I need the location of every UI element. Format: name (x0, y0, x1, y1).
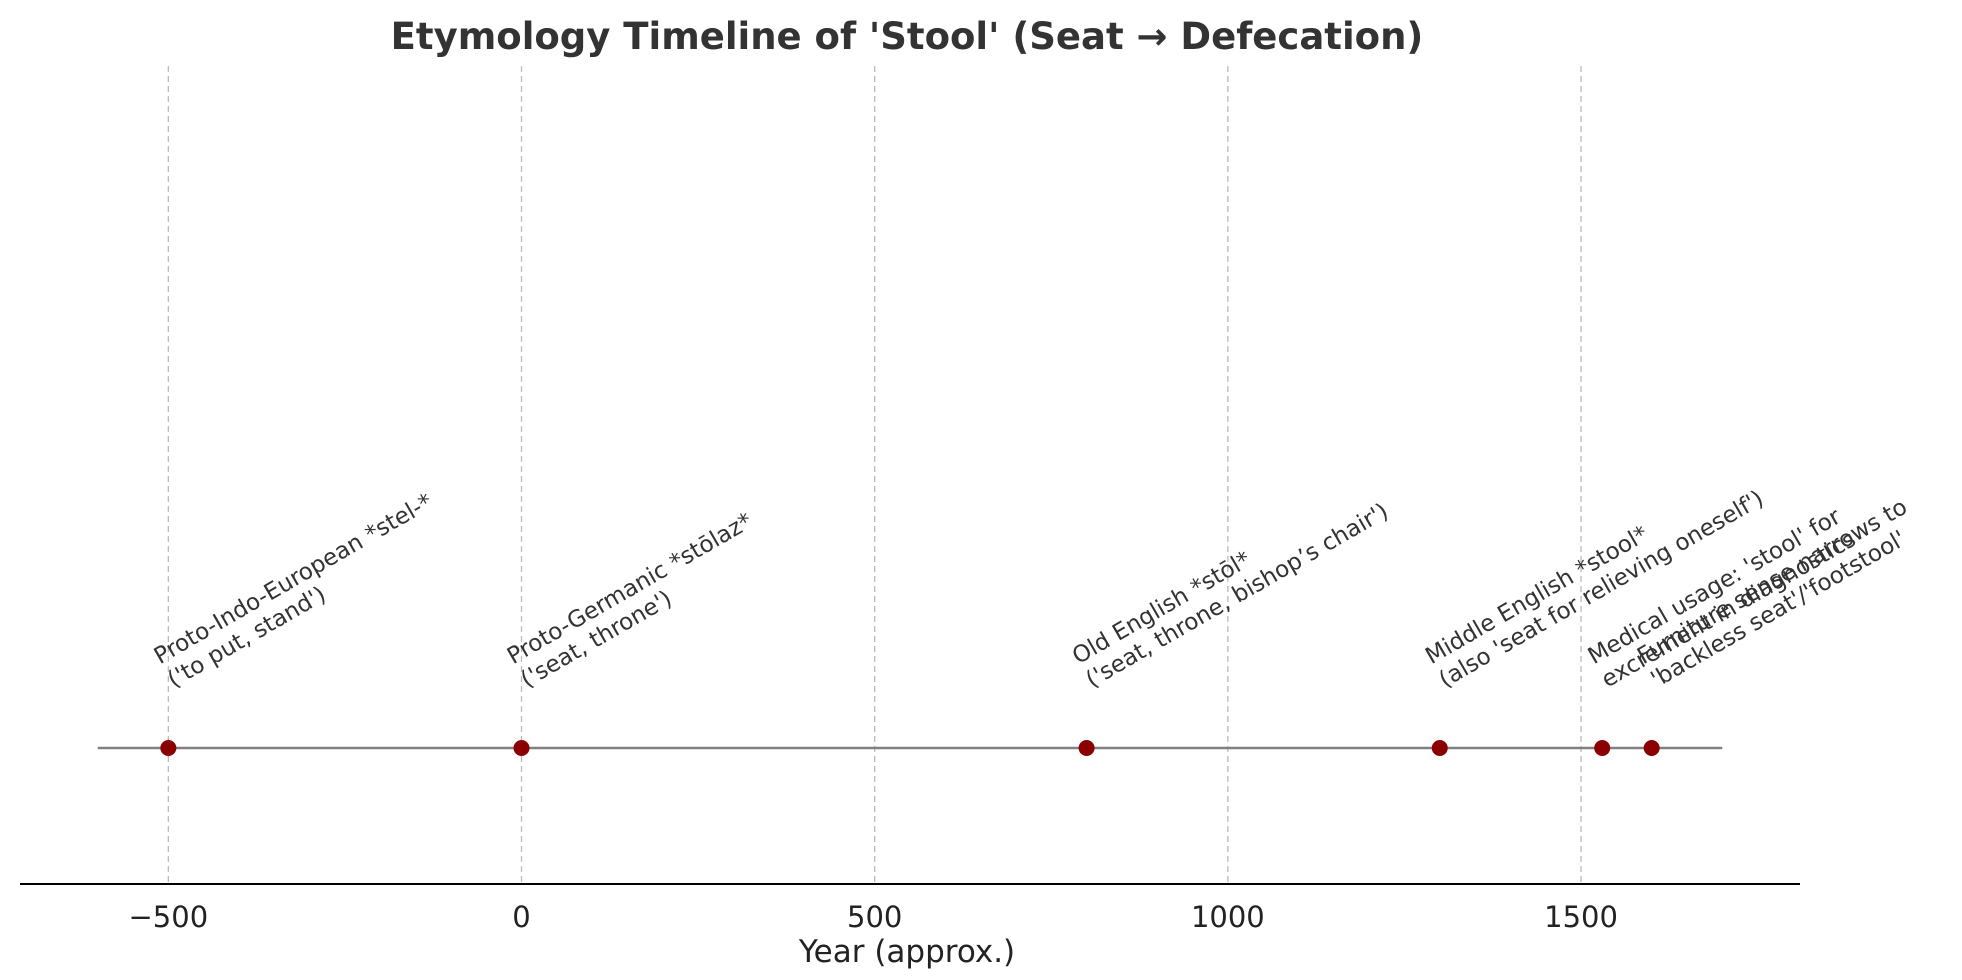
x-tick-label: 0 (512, 900, 530, 934)
event-label: Proto-Germanic *stōlaz*('seat, throne') (503, 508, 757, 693)
event-markers (160, 740, 1660, 756)
event-labels: Proto-Indo-European *stel-*('to put, sta… (150, 486, 1912, 693)
event-label-line: Proto-Germanic *stōlaz* (503, 508, 757, 670)
event-marker (513, 740, 530, 756)
x-tick-label: 1500 (1544, 900, 1618, 934)
grid-lines (167, 66, 1582, 884)
x-tick-label: −500 (129, 900, 209, 934)
x-tick-label: 1000 (1191, 900, 1265, 934)
event-marker (1431, 740, 1448, 756)
event-label-line: Furniture sense narrows to (1633, 494, 1912, 670)
x-axis-label: Year (approx.) (798, 934, 1015, 970)
event-marker (160, 740, 177, 756)
event-marker (1643, 740, 1660, 756)
event-marker (1594, 740, 1611, 756)
event-label-line: Proto-Indo-European *stel-* (150, 489, 437, 670)
event-label: Proto-Indo-European *stel-*('to put, sta… (150, 489, 437, 693)
x-axis-ticks: −500 0 500 1000 1500 (129, 900, 1618, 934)
chart-title: Etymology Timeline of 'Stool' (Seat → De… (391, 15, 1424, 58)
event-marker (1078, 740, 1095, 756)
x-tick-label: 500 (847, 900, 902, 934)
event-label: Old English *stōl*('seat, throne, bishop… (1068, 498, 1393, 693)
event-label-line: ('seat, throne, bishop’s chair') (1082, 498, 1393, 693)
